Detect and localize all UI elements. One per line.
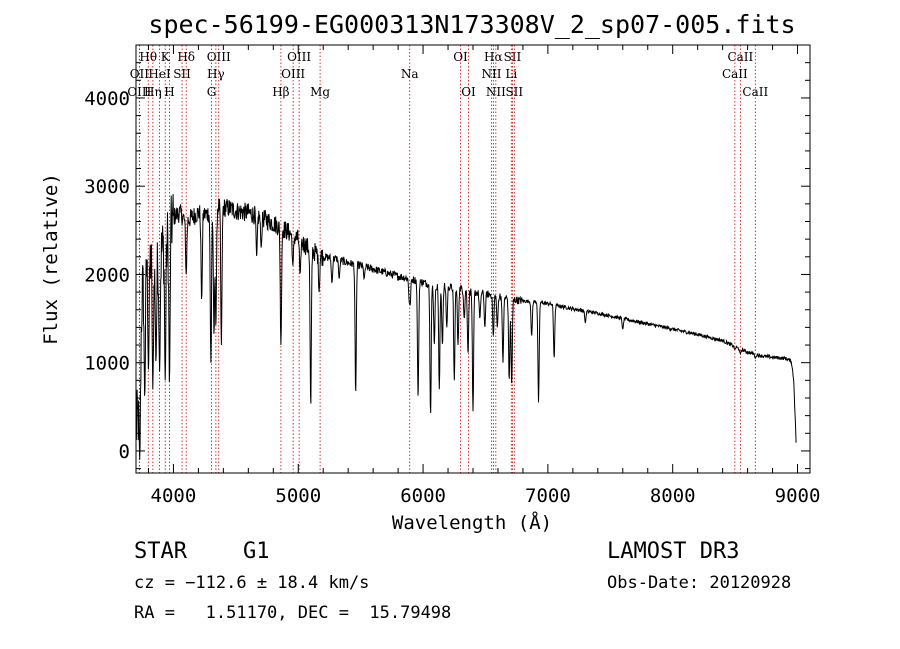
x-tick-label: 9000 (775, 485, 821, 507)
x-axis-label: Wavelength (Å) (392, 511, 552, 534)
y-tick-label: 4000 (84, 88, 130, 110)
line-marker-label: HeI (148, 67, 171, 81)
line-marker-label: CaII (722, 67, 748, 81)
survey-name: LAMOST DR3 (607, 539, 740, 564)
obs-date: Obs-Date: 20120928 (607, 573, 792, 593)
line-marker-label: Hγ (207, 67, 225, 81)
y-tick-label: 2000 (84, 264, 130, 286)
line-marker-label: SII (505, 85, 523, 99)
line-marker-label: CaII (727, 50, 753, 64)
line-marker-label: SII (173, 67, 191, 81)
line-marker-label: K (161, 50, 171, 64)
x-tick-label: 8000 (650, 485, 696, 507)
line-marker-label: OIII (281, 67, 305, 81)
line-marker-label: OIII (207, 50, 231, 64)
x-tick-label: 6000 (400, 485, 446, 507)
x-tick-label: 7000 (525, 485, 571, 507)
y-axis-ticks: 0 1000 2000 3000 4000 (84, 44, 810, 470)
coordinates: RA = 1.51170, DEC = 15.79498 (134, 603, 452, 623)
line-marker-label: NII (486, 85, 506, 99)
y-tick-label: 3000 (84, 176, 130, 198)
spectrum-line (135, 194, 797, 460)
line-marker-label: Hα (484, 50, 503, 64)
line-marker-label: Hθ (139, 50, 157, 64)
line-marker-label: Hβ (272, 85, 289, 99)
line-marker-label: G (207, 85, 217, 99)
line-marker-label: OI (461, 85, 476, 99)
line-marker-label: Na (401, 67, 419, 81)
cz-label: cz = (134, 573, 186, 593)
line-marker-label: Mg (310, 85, 330, 99)
object-subclass: G1 (243, 539, 270, 564)
line-marker-label: H (164, 85, 174, 99)
line-marker-label: OI (453, 50, 468, 64)
x-tick-label: 4000 (151, 485, 197, 507)
line-marker-label: SII (504, 50, 522, 64)
chart-title: spec-56199-EG000313N173308V_2_sp07-005.f… (148, 10, 795, 39)
line-marker-label: Li (505, 67, 517, 81)
line-marker-label: NII (481, 67, 501, 81)
y-axis-label: Flux (relative) (40, 173, 62, 345)
y-tick-label: 1000 (84, 353, 130, 375)
object-class: STAR (134, 539, 187, 564)
x-axis-ticks: 4000 5000 6000 7000 8000 9000 (147, 45, 821, 507)
line-marker-label: OIII (127, 85, 151, 99)
line-marker-label: Hη (144, 85, 162, 99)
redshift-text: cz = −112.6 ± 18.4 km/s (134, 573, 369, 593)
line-marker-label: OIII (287, 50, 311, 64)
x-tick-label: 5000 (275, 485, 321, 507)
line-marker-label: Hδ (177, 50, 195, 64)
line-marker-label: CaII (742, 85, 768, 99)
cz-value: −112.6 ± 18.4 km/s (185, 573, 370, 593)
y-tick-label: 0 (119, 441, 130, 463)
